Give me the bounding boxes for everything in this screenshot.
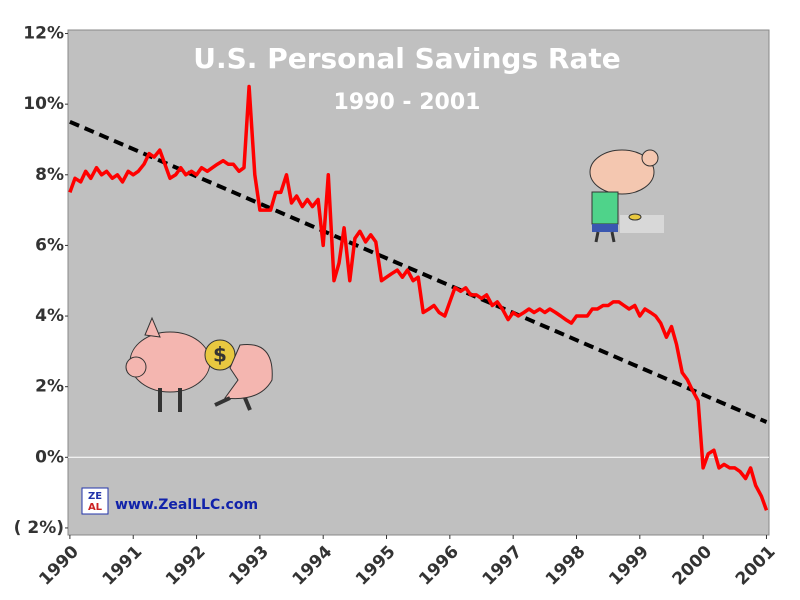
y-tick-label: 8% [35, 165, 64, 185]
y-tick-label: ( 2%) [14, 518, 64, 538]
marks [68, 84, 769, 511]
watermark: www.ZealLLC.com [115, 497, 258, 513]
x-tick-label: 1990 [35, 542, 83, 590]
y-tick-label: 4% [35, 306, 64, 326]
chart-subtitle: 1990 - 2001 [334, 90, 481, 115]
savings-line [68, 84, 769, 511]
saver-clipart [589, 149, 664, 243]
y-tick-label: 12% [23, 24, 64, 44]
y-tick-label: 6% [35, 235, 64, 255]
logo: ZE AL [81, 487, 109, 515]
y-tick-label: 2% [35, 377, 64, 397]
x-tick-label: 1993 [225, 542, 273, 590]
y-tick-label: 10% [23, 94, 64, 114]
trend-line [69, 119, 768, 424]
broken-pig-clipart: $ [125, 316, 273, 412]
x-tick-label: 1994 [289, 542, 337, 590]
x-tick-label: 1995 [352, 542, 400, 590]
x-tick-label: 1998 [542, 542, 590, 590]
x-tick-label: 1999 [605, 542, 653, 590]
x-tick-label: 1992 [162, 542, 210, 590]
svg-text:ZE: ZE [88, 491, 102, 502]
x-tick-label: 1997 [479, 542, 527, 590]
y-tick-label: 0% [35, 447, 64, 467]
x-tick-label: 2000 [669, 542, 717, 590]
svg-text:$: $ [213, 343, 227, 367]
svg-text:AL: AL [88, 502, 103, 513]
x-tick-label: 1996 [415, 542, 463, 590]
x-tick-label: 2001 [732, 542, 780, 590]
chart-title: U.S. Personal Savings Rate [193, 42, 620, 75]
x-tick-label: 1991 [99, 542, 147, 590]
